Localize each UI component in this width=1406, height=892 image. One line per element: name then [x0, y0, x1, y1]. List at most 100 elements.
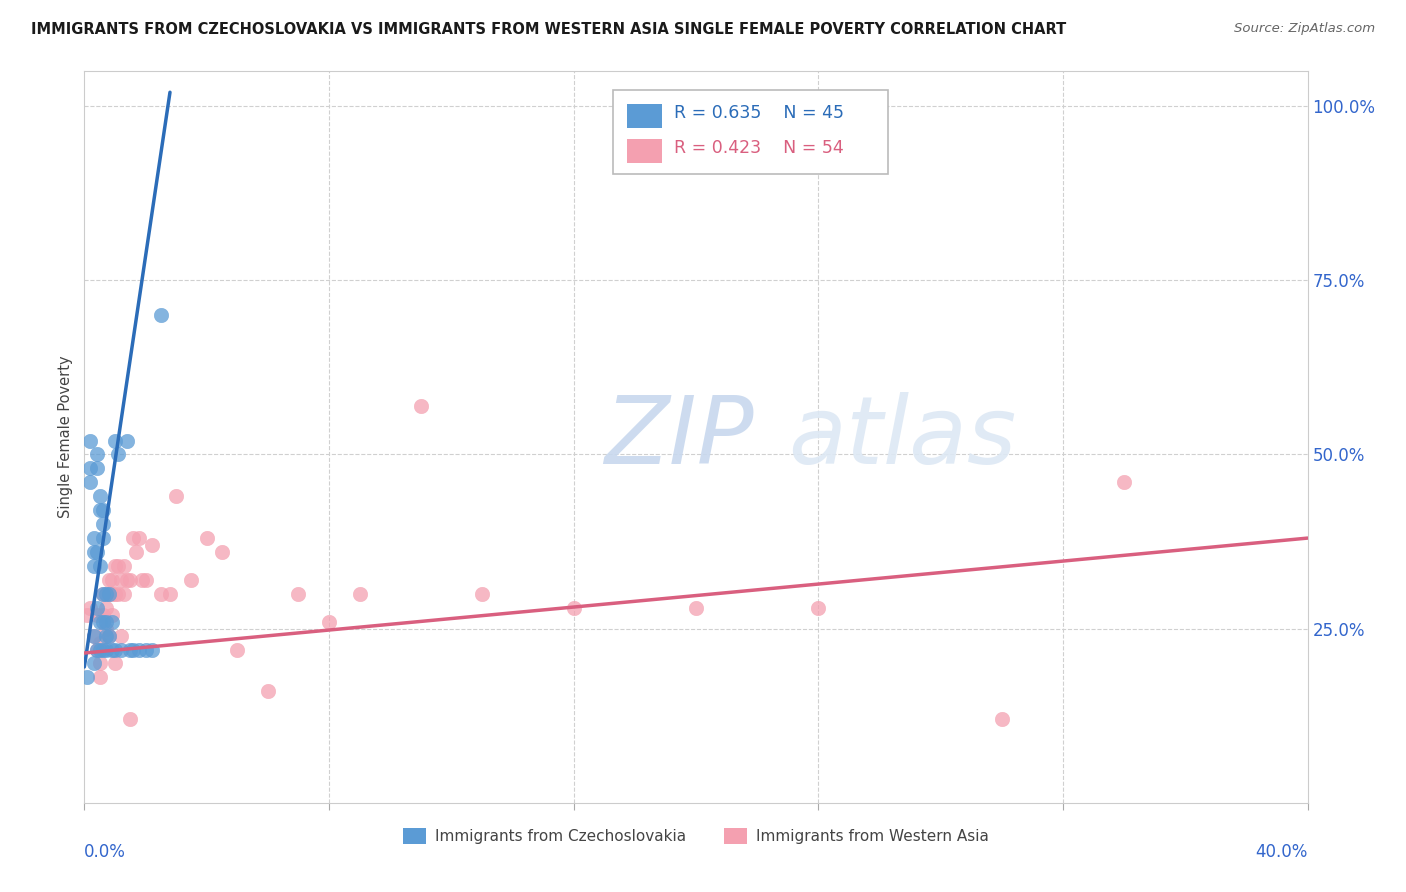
Point [110, 642, 132, 657]
Point [86, 448, 108, 462]
Point [86, 461, 108, 475]
Point [101, 607, 124, 622]
Point [97, 587, 120, 601]
Point [83, 657, 105, 671]
Point [135, 573, 157, 587]
FancyBboxPatch shape [627, 138, 662, 163]
Text: IMMIGRANTS FROM CZECHOSLOVAKIA VS IMMIGRANTS FROM WESTERN ASIA SINGLE FEMALE POV: IMMIGRANTS FROM CZECHOSLOVAKIA VS IMMIGR… [31, 22, 1066, 37]
Point [91, 587, 114, 601]
Point [195, 531, 218, 545]
Point [115, 573, 138, 587]
Point [1114, 475, 1136, 490]
Point [165, 489, 187, 503]
Point [91, 615, 114, 629]
Point [159, 587, 181, 601]
Point [94, 587, 117, 601]
Point [97, 629, 120, 643]
Point [97, 629, 120, 643]
Point [101, 642, 124, 657]
FancyBboxPatch shape [613, 90, 889, 174]
Point [97, 573, 120, 587]
Point [107, 587, 129, 601]
Point [107, 558, 129, 573]
Point [104, 642, 127, 657]
Point [83, 629, 105, 643]
Point [101, 587, 124, 601]
Point [91, 587, 114, 601]
Point [128, 642, 150, 657]
Point [79, 475, 101, 490]
Point [97, 587, 120, 601]
Text: 0.0%: 0.0% [84, 843, 127, 861]
Point [180, 573, 202, 587]
Point [83, 558, 105, 573]
Point [89, 670, 111, 684]
Point [131, 573, 153, 587]
Point [120, 642, 142, 657]
Text: R = 0.635    N = 45: R = 0.635 N = 45 [673, 104, 844, 122]
Point [89, 503, 111, 517]
Point [83, 531, 105, 545]
Point [94, 629, 117, 643]
Point [211, 545, 233, 559]
Point [149, 308, 172, 322]
Point [807, 600, 830, 615]
Point [86, 545, 108, 559]
Text: Source: ZipAtlas.com: Source: ZipAtlas.com [1234, 22, 1375, 36]
Point [89, 558, 111, 573]
Point [685, 600, 707, 615]
Point [104, 657, 127, 671]
Legend: Immigrants from Czechoslovakia, Immigrants from Western Asia: Immigrants from Czechoslovakia, Immigran… [396, 822, 995, 850]
Y-axis label: Single Female Poverty: Single Female Poverty [58, 356, 73, 518]
Point [120, 712, 142, 726]
Text: 40.0%: 40.0% [1256, 843, 1308, 861]
Point [79, 461, 101, 475]
Point [141, 642, 163, 657]
Point [287, 587, 309, 601]
Point [125, 545, 148, 559]
Point [91, 607, 114, 622]
Point [91, 642, 114, 657]
Point [141, 538, 163, 552]
Point [86, 600, 108, 615]
Point [89, 635, 111, 649]
Point [89, 657, 111, 671]
Point [79, 600, 101, 615]
Point [91, 531, 114, 545]
Point [76, 670, 98, 684]
Point [79, 434, 101, 448]
Point [991, 712, 1014, 726]
Point [135, 642, 157, 657]
Point [112, 558, 135, 573]
Point [122, 642, 145, 657]
Point [110, 573, 132, 587]
Point [471, 587, 494, 601]
Point [89, 489, 111, 503]
Point [83, 545, 105, 559]
Point [257, 684, 280, 698]
Point [91, 503, 114, 517]
Point [128, 531, 150, 545]
Point [104, 434, 127, 448]
Point [104, 587, 127, 601]
Point [107, 448, 129, 462]
Point [94, 600, 117, 615]
Point [226, 642, 249, 657]
Point [89, 615, 111, 629]
Point [94, 642, 117, 657]
Text: atlas: atlas [787, 392, 1017, 483]
Point [101, 573, 124, 587]
Point [86, 607, 108, 622]
Point [94, 615, 117, 629]
Point [122, 531, 145, 545]
Point [91, 517, 114, 532]
Point [823, 117, 845, 131]
FancyBboxPatch shape [627, 103, 662, 128]
Point [409, 399, 432, 413]
Point [112, 587, 135, 601]
Text: R = 0.423    N = 54: R = 0.423 N = 54 [673, 139, 844, 157]
Point [101, 615, 124, 629]
Point [562, 600, 585, 615]
Point [318, 615, 340, 629]
Point [89, 642, 111, 657]
